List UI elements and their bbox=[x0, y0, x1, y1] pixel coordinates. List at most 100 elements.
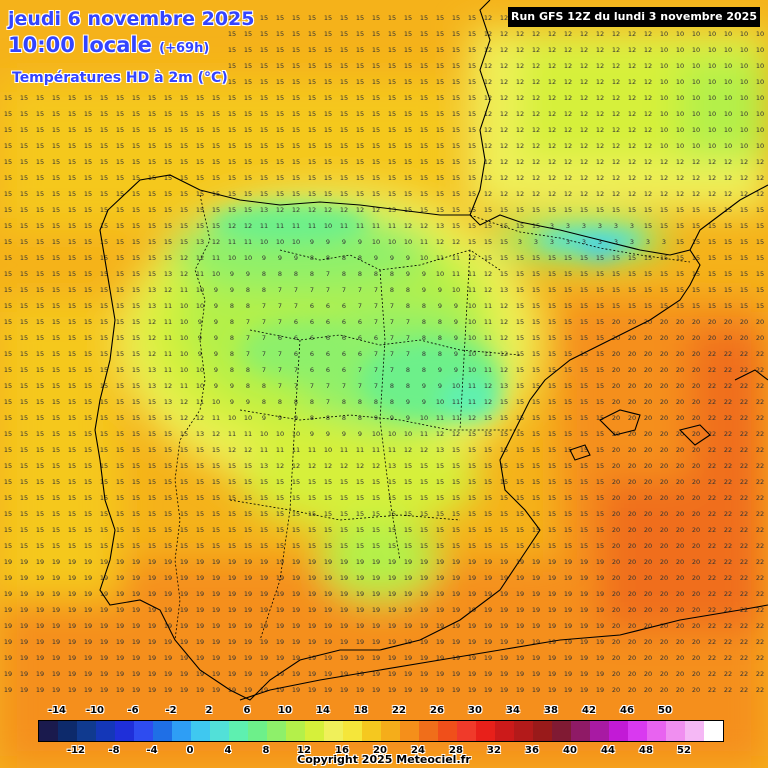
svg-text:12: 12 bbox=[500, 318, 508, 326]
svg-text:15: 15 bbox=[516, 494, 524, 502]
svg-text:15: 15 bbox=[4, 302, 12, 310]
svg-text:15: 15 bbox=[372, 94, 380, 102]
svg-text:15: 15 bbox=[644, 302, 652, 310]
svg-text:20: 20 bbox=[692, 334, 700, 342]
svg-text:12: 12 bbox=[612, 30, 620, 38]
svg-text:19: 19 bbox=[324, 558, 332, 566]
svg-text:11: 11 bbox=[212, 254, 220, 262]
svg-text:7: 7 bbox=[294, 366, 298, 374]
svg-text:15: 15 bbox=[20, 510, 28, 518]
svg-text:10: 10 bbox=[676, 110, 684, 118]
svg-text:15: 15 bbox=[116, 382, 124, 390]
svg-text:15: 15 bbox=[308, 542, 316, 550]
svg-text:15: 15 bbox=[596, 526, 604, 534]
svg-text:15: 15 bbox=[260, 142, 268, 150]
svg-text:15: 15 bbox=[388, 46, 396, 54]
svg-text:19: 19 bbox=[116, 590, 124, 598]
svg-text:22: 22 bbox=[724, 350, 732, 358]
svg-text:11: 11 bbox=[164, 318, 172, 326]
svg-text:20: 20 bbox=[692, 398, 700, 406]
legend-tick-label: 34 bbox=[506, 705, 520, 716]
svg-text:12: 12 bbox=[564, 126, 572, 134]
svg-text:19: 19 bbox=[580, 622, 588, 630]
svg-text:15: 15 bbox=[180, 510, 188, 518]
svg-text:20: 20 bbox=[692, 526, 700, 534]
svg-text:15: 15 bbox=[500, 238, 508, 246]
borders bbox=[174, 194, 691, 641]
svg-text:15: 15 bbox=[596, 270, 604, 278]
svg-text:15: 15 bbox=[116, 510, 124, 518]
svg-text:15: 15 bbox=[132, 190, 140, 198]
svg-text:15: 15 bbox=[500, 414, 508, 422]
svg-text:19: 19 bbox=[84, 558, 92, 566]
svg-text:12: 12 bbox=[420, 222, 428, 230]
svg-text:6: 6 bbox=[326, 350, 330, 358]
svg-text:19: 19 bbox=[100, 622, 108, 630]
svg-text:20: 20 bbox=[660, 526, 668, 534]
svg-text:15: 15 bbox=[596, 366, 604, 374]
svg-text:19: 19 bbox=[260, 638, 268, 646]
svg-text:10: 10 bbox=[692, 110, 700, 118]
svg-text:15: 15 bbox=[388, 478, 396, 486]
svg-text:15: 15 bbox=[84, 542, 92, 550]
svg-text:15: 15 bbox=[20, 414, 28, 422]
svg-text:15: 15 bbox=[596, 206, 604, 214]
svg-text:15: 15 bbox=[500, 494, 508, 502]
svg-text:15: 15 bbox=[596, 478, 604, 486]
svg-text:15: 15 bbox=[84, 318, 92, 326]
svg-text:10: 10 bbox=[740, 62, 748, 70]
legend-swatch bbox=[153, 721, 172, 741]
svg-text:15: 15 bbox=[164, 430, 172, 438]
svg-text:6: 6 bbox=[326, 318, 330, 326]
svg-text:15: 15 bbox=[100, 222, 108, 230]
svg-text:15: 15 bbox=[20, 190, 28, 198]
svg-text:15: 15 bbox=[228, 14, 236, 22]
svg-text:15: 15 bbox=[52, 510, 60, 518]
svg-text:15: 15 bbox=[20, 238, 28, 246]
svg-text:20: 20 bbox=[660, 398, 668, 406]
svg-text:22: 22 bbox=[756, 526, 764, 534]
svg-text:9: 9 bbox=[214, 318, 218, 326]
svg-text:20: 20 bbox=[692, 670, 700, 678]
svg-text:15: 15 bbox=[196, 94, 204, 102]
svg-text:15: 15 bbox=[68, 110, 76, 118]
svg-text:15: 15 bbox=[36, 414, 44, 422]
svg-text:19: 19 bbox=[340, 622, 348, 630]
svg-text:19: 19 bbox=[36, 638, 44, 646]
svg-text:15: 15 bbox=[388, 78, 396, 86]
svg-text:10: 10 bbox=[212, 398, 220, 406]
svg-text:15: 15 bbox=[500, 542, 508, 550]
svg-text:15: 15 bbox=[52, 334, 60, 342]
svg-text:12: 12 bbox=[180, 414, 188, 422]
svg-text:9: 9 bbox=[454, 334, 458, 342]
svg-text:15: 15 bbox=[516, 350, 524, 358]
svg-text:19: 19 bbox=[388, 574, 396, 582]
svg-text:20: 20 bbox=[676, 670, 684, 678]
svg-text:15: 15 bbox=[404, 478, 412, 486]
svg-text:15: 15 bbox=[580, 254, 588, 262]
svg-text:19: 19 bbox=[52, 686, 60, 694]
svg-text:10: 10 bbox=[212, 270, 220, 278]
svg-text:19: 19 bbox=[500, 558, 508, 566]
svg-text:10: 10 bbox=[292, 238, 300, 246]
svg-text:11: 11 bbox=[420, 430, 428, 438]
legend-swatch bbox=[229, 721, 248, 741]
svg-text:13: 13 bbox=[148, 286, 156, 294]
svg-text:19: 19 bbox=[244, 558, 252, 566]
svg-text:12: 12 bbox=[612, 78, 620, 86]
svg-text:15: 15 bbox=[516, 318, 524, 326]
svg-text:15: 15 bbox=[36, 398, 44, 406]
svg-text:19: 19 bbox=[340, 558, 348, 566]
svg-text:12: 12 bbox=[436, 430, 444, 438]
svg-text:11: 11 bbox=[196, 270, 204, 278]
svg-text:15: 15 bbox=[180, 126, 188, 134]
svg-text:9: 9 bbox=[214, 286, 218, 294]
svg-text:19: 19 bbox=[148, 622, 156, 630]
svg-text:22: 22 bbox=[756, 462, 764, 470]
svg-text:20: 20 bbox=[676, 478, 684, 486]
variable-title: Températures HD à 2m (°C) bbox=[12, 70, 228, 86]
svg-text:15: 15 bbox=[756, 254, 764, 262]
svg-text:22: 22 bbox=[740, 654, 748, 662]
svg-text:15: 15 bbox=[116, 414, 124, 422]
svg-text:15: 15 bbox=[116, 302, 124, 310]
